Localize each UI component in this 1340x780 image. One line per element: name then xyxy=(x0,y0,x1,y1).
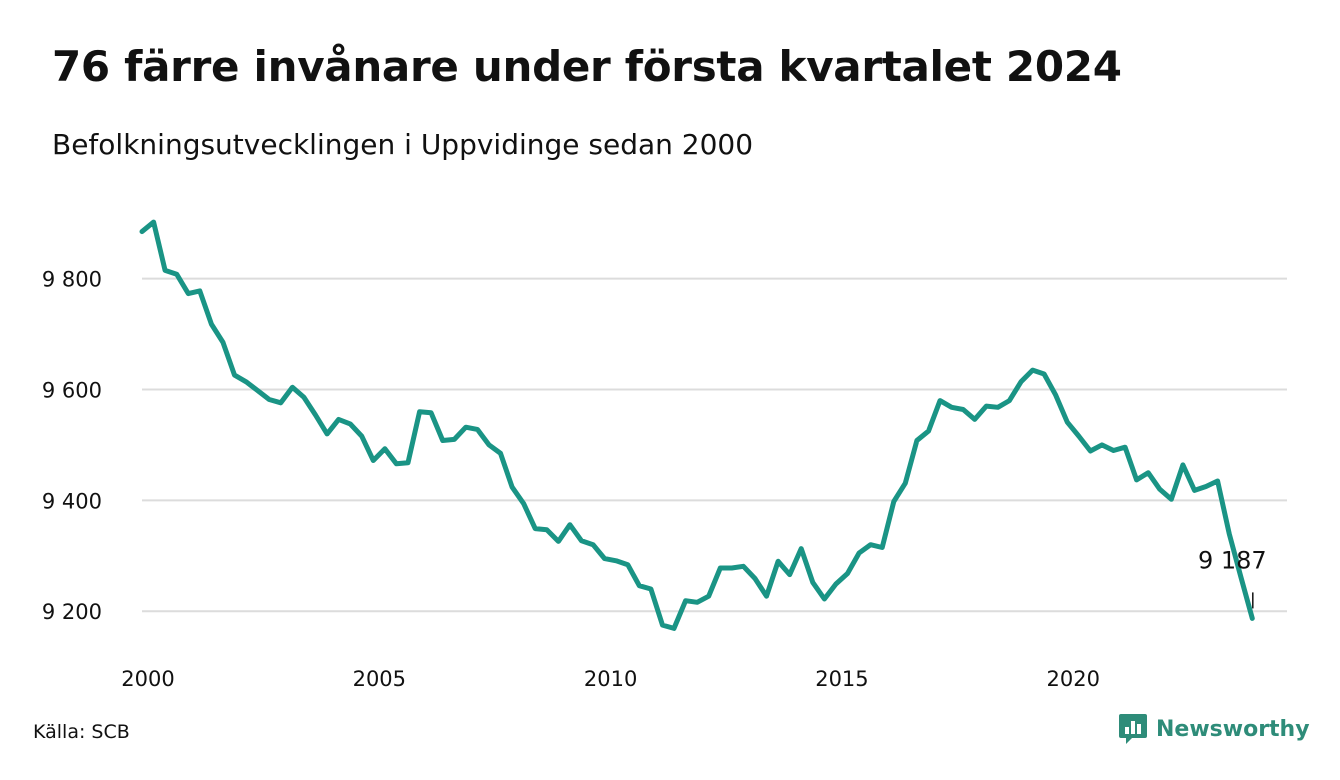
x-tick-label: 2005 xyxy=(353,667,406,691)
gridlines xyxy=(142,277,1287,613)
y-tick-label: 9 400 xyxy=(42,489,102,513)
y-tick-label: 9 200 xyxy=(42,600,102,624)
chart-title: 76 färre invånare under första kvartalet… xyxy=(52,42,1122,91)
x-tick-label: 2020 xyxy=(1047,667,1100,691)
y-tick-label: 9 600 xyxy=(42,379,102,403)
series-group xyxy=(139,219,1255,631)
x-tick-label: 2015 xyxy=(815,667,868,691)
end-value-label: 9 187 xyxy=(1198,546,1267,574)
x-axis-ticks: 2000 2005 2010 2015 2020 xyxy=(121,667,1100,691)
series-line xyxy=(139,219,1255,631)
y-tick-label: 9 800 xyxy=(42,268,102,292)
brand-logo[interactable]: Newsworthy xyxy=(1118,712,1310,746)
x-tick-label: 2010 xyxy=(584,667,637,691)
y-axis-ticks: 9 200 9 400 9 600 9 800 xyxy=(42,268,102,625)
x-tick-label: 2000 xyxy=(121,667,174,691)
chart-subtitle: Befolkningsutvecklingen i Uppvidinge sed… xyxy=(52,128,754,161)
end-annotation: 9 187 xyxy=(1198,546,1267,609)
brand-name: Newsworthy xyxy=(1156,716,1310,742)
newsworthy-logo-icon xyxy=(1119,714,1147,744)
source-label: Källa: SCB xyxy=(33,721,130,743)
